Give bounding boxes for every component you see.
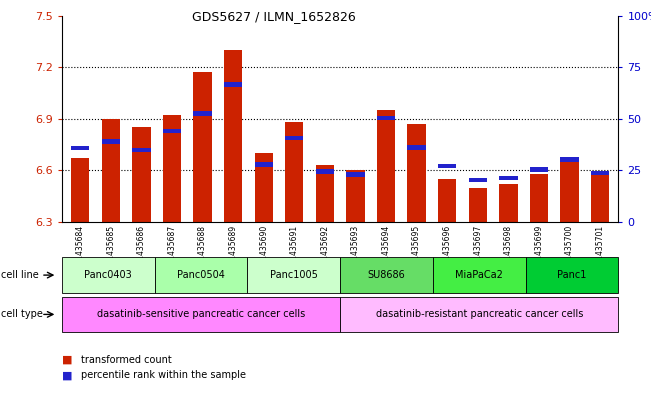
Text: cell line: cell line	[1, 270, 39, 280]
Bar	[102, 119, 120, 222]
Bar	[561, 157, 579, 162]
Bar	[224, 50, 242, 222]
Bar	[285, 122, 303, 222]
Bar	[591, 171, 609, 175]
Bar	[132, 127, 150, 222]
Bar	[224, 82, 242, 87]
Bar	[499, 184, 518, 222]
Text: ■: ■	[62, 370, 72, 380]
Bar	[408, 124, 426, 222]
Bar	[163, 129, 181, 133]
Bar	[193, 72, 212, 222]
Bar	[71, 158, 89, 222]
Bar	[255, 162, 273, 167]
Bar	[499, 176, 518, 180]
Bar	[71, 146, 89, 151]
Bar	[377, 116, 395, 120]
Bar	[316, 165, 334, 222]
Text: Panc1: Panc1	[557, 270, 587, 280]
Text: GDS5627 / ILMN_1652826: GDS5627 / ILMN_1652826	[191, 10, 355, 23]
Text: dasatinib-sensitive pancreatic cancer cells: dasatinib-sensitive pancreatic cancer ce…	[97, 309, 305, 320]
Bar	[438, 164, 456, 169]
Bar	[469, 187, 487, 222]
Bar	[530, 174, 548, 222]
Text: transformed count: transformed count	[81, 354, 172, 365]
Bar	[346, 173, 365, 177]
Text: Panc0403: Panc0403	[85, 270, 132, 280]
Bar	[163, 116, 181, 222]
Bar	[132, 147, 150, 152]
Bar	[102, 139, 120, 143]
Bar	[377, 110, 395, 222]
Bar	[438, 179, 456, 222]
Text: percentile rank within the sample: percentile rank within the sample	[81, 370, 246, 380]
Bar	[408, 145, 426, 149]
Bar	[285, 136, 303, 140]
Bar	[193, 112, 212, 116]
Bar	[469, 178, 487, 182]
Bar	[530, 167, 548, 172]
Bar	[255, 153, 273, 222]
Text: Panc0504: Panc0504	[177, 270, 225, 280]
Bar	[561, 157, 579, 222]
Bar	[316, 169, 334, 174]
Bar	[346, 171, 365, 222]
Text: ■: ■	[62, 354, 72, 365]
Text: SU8686: SU8686	[368, 270, 406, 280]
Text: Panc1005: Panc1005	[270, 270, 318, 280]
Bar	[591, 172, 609, 222]
Text: MiaPaCa2: MiaPaCa2	[455, 270, 503, 280]
Text: dasatinib-resistant pancreatic cancer cells: dasatinib-resistant pancreatic cancer ce…	[376, 309, 583, 320]
Text: cell type: cell type	[1, 309, 43, 320]
